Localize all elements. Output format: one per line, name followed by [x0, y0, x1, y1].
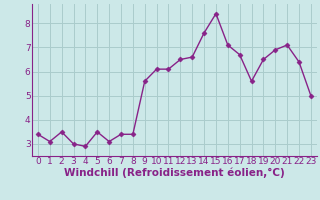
X-axis label: Windchill (Refroidissement éolien,°C): Windchill (Refroidissement éolien,°C) — [64, 168, 285, 178]
